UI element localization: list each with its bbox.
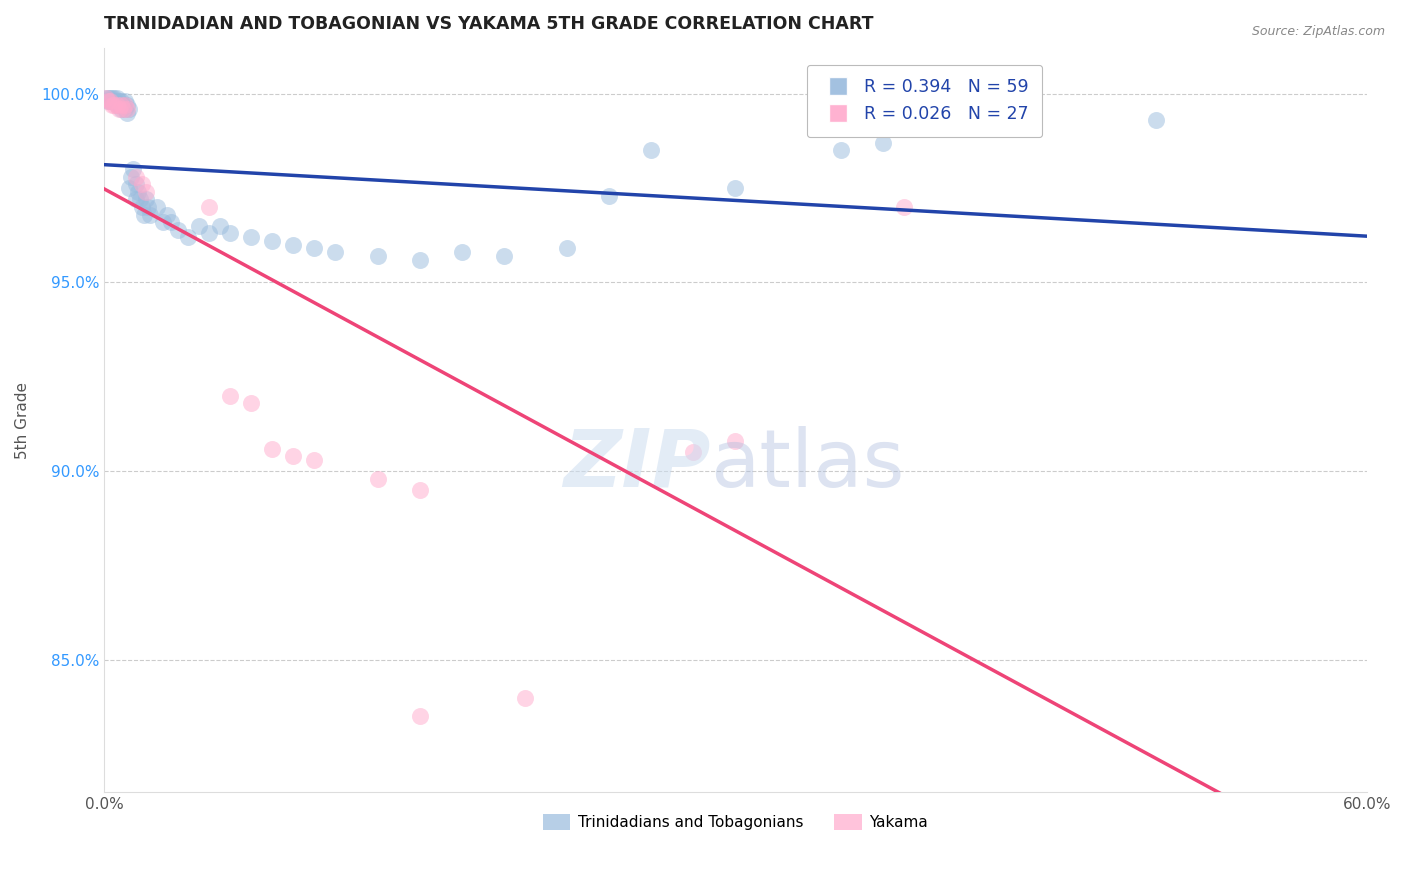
Point bbox=[118, 181, 141, 195]
Point bbox=[893, 200, 915, 214]
Point bbox=[98, 95, 121, 109]
Point bbox=[450, 245, 472, 260]
Point bbox=[724, 181, 747, 195]
Point bbox=[115, 105, 138, 120]
Point bbox=[283, 449, 305, 463]
Point bbox=[101, 98, 124, 112]
Text: TRINIDADIAN AND TOBAGONIAN VS YAKAMA 5TH GRADE CORRELATION CHART: TRINIDADIAN AND TOBAGONIAN VS YAKAMA 5TH… bbox=[104, 15, 873, 33]
Point bbox=[105, 90, 128, 104]
Point bbox=[160, 215, 183, 229]
Point bbox=[115, 98, 138, 112]
Point bbox=[124, 178, 146, 192]
Point bbox=[115, 102, 138, 116]
Point bbox=[219, 389, 242, 403]
Point bbox=[105, 98, 128, 112]
Point bbox=[124, 169, 146, 184]
Point bbox=[198, 227, 221, 241]
Point bbox=[198, 200, 221, 214]
Point bbox=[111, 102, 134, 116]
Point bbox=[103, 95, 125, 109]
Point bbox=[118, 102, 141, 116]
Point bbox=[114, 102, 136, 116]
Point bbox=[97, 95, 120, 109]
Point bbox=[98, 90, 121, 104]
Point bbox=[304, 453, 326, 467]
Point bbox=[872, 136, 894, 150]
Point bbox=[724, 434, 747, 448]
Text: Source: ZipAtlas.com: Source: ZipAtlas.com bbox=[1251, 25, 1385, 38]
Point bbox=[240, 396, 263, 410]
Point bbox=[156, 207, 179, 221]
Point bbox=[101, 90, 124, 104]
Point bbox=[127, 185, 149, 199]
Point bbox=[187, 219, 209, 233]
Point bbox=[1144, 113, 1167, 128]
Point bbox=[132, 207, 155, 221]
Text: atlas: atlas bbox=[710, 425, 904, 504]
Point bbox=[94, 90, 117, 104]
Point bbox=[107, 98, 129, 112]
Point bbox=[107, 95, 129, 109]
Point bbox=[219, 227, 242, 241]
Point bbox=[208, 219, 231, 233]
Text: ZIP: ZIP bbox=[562, 425, 710, 504]
Point bbox=[131, 178, 153, 192]
Point bbox=[103, 90, 125, 104]
Point bbox=[262, 234, 284, 248]
Point bbox=[325, 245, 347, 260]
Point bbox=[98, 95, 121, 109]
Point bbox=[131, 200, 153, 214]
Point bbox=[114, 98, 136, 112]
Point bbox=[166, 222, 188, 236]
Point bbox=[304, 242, 326, 256]
Point bbox=[97, 90, 120, 104]
Legend: Trinidadians and Tobagonians, Yakama: Trinidadians and Tobagonians, Yakama bbox=[537, 808, 934, 837]
Point bbox=[114, 95, 136, 109]
Point bbox=[120, 169, 142, 184]
Point bbox=[408, 483, 430, 497]
Point bbox=[110, 98, 132, 112]
Point bbox=[283, 237, 305, 252]
Point bbox=[513, 690, 536, 705]
Y-axis label: 5th Grade: 5th Grade bbox=[15, 382, 30, 458]
Point bbox=[107, 102, 129, 116]
Point bbox=[122, 162, 145, 177]
Point bbox=[240, 230, 263, 244]
Point bbox=[105, 98, 128, 112]
Point bbox=[408, 252, 430, 267]
Point bbox=[111, 98, 134, 112]
Point bbox=[492, 249, 515, 263]
Point bbox=[135, 185, 157, 199]
Point bbox=[152, 215, 174, 229]
Point bbox=[598, 188, 620, 202]
Point bbox=[367, 472, 389, 486]
Point bbox=[136, 200, 159, 214]
Point bbox=[110, 95, 132, 109]
Point bbox=[124, 193, 146, 207]
Point bbox=[555, 242, 578, 256]
Point bbox=[94, 90, 117, 104]
Point bbox=[103, 98, 125, 112]
Point bbox=[145, 200, 167, 214]
Point bbox=[139, 207, 162, 221]
Point bbox=[177, 230, 200, 244]
Point bbox=[830, 144, 852, 158]
Point bbox=[128, 193, 150, 207]
Point bbox=[262, 442, 284, 456]
Point bbox=[135, 193, 157, 207]
Point bbox=[110, 102, 132, 116]
Point bbox=[367, 249, 389, 263]
Point bbox=[97, 95, 120, 109]
Point bbox=[101, 95, 124, 109]
Point bbox=[640, 144, 662, 158]
Point bbox=[682, 445, 704, 459]
Point bbox=[408, 709, 430, 723]
